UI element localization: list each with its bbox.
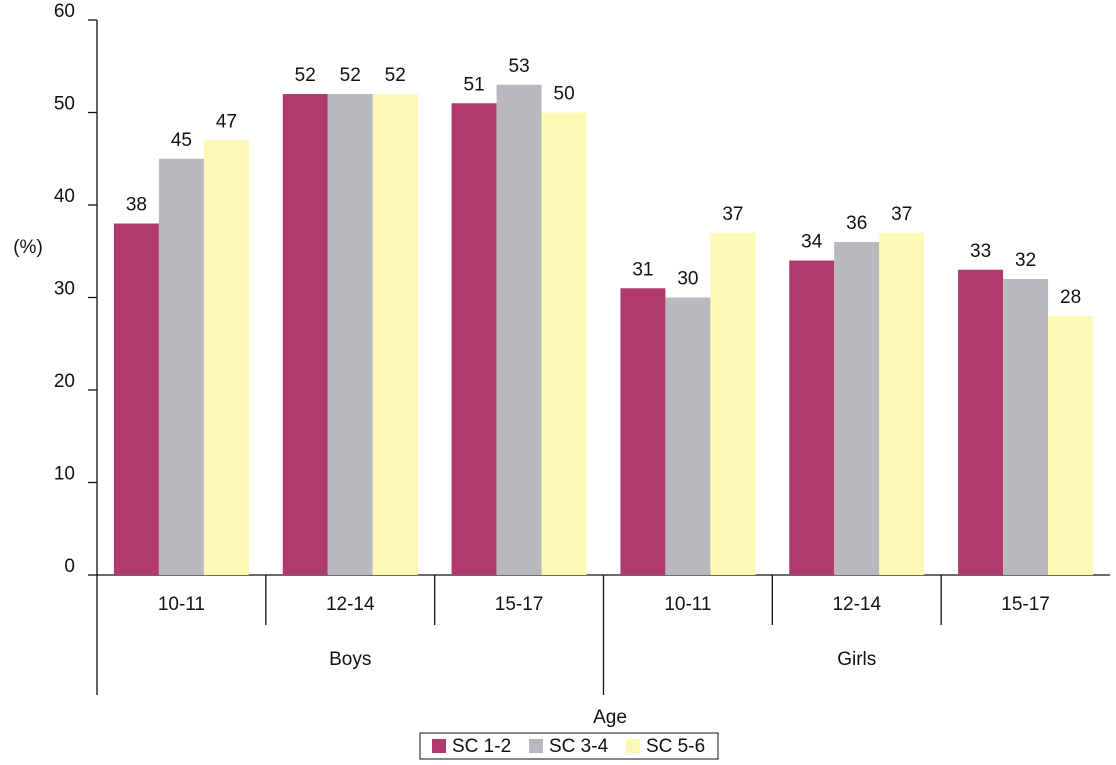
data-label: 47 bbox=[216, 111, 237, 132]
bar bbox=[113, 223, 159, 575]
group-label: Boys bbox=[329, 649, 371, 670]
legend-swatch bbox=[626, 739, 640, 753]
data-label: 38 bbox=[126, 195, 147, 216]
data-label: 37 bbox=[722, 204, 743, 225]
x-tick-label: 12-14 bbox=[832, 594, 881, 615]
y-tick-label: 50 bbox=[54, 94, 75, 115]
data-label: 50 bbox=[554, 84, 575, 105]
data-label: 31 bbox=[632, 259, 653, 280]
data-label: 32 bbox=[1015, 250, 1036, 271]
group-label: Girls bbox=[837, 649, 876, 670]
x-tick-label: 15-17 bbox=[495, 594, 544, 615]
bar bbox=[665, 297, 711, 575]
data-label: 52 bbox=[385, 65, 406, 86]
x-tick-label: 10-11 bbox=[158, 594, 205, 615]
bar bbox=[789, 260, 835, 575]
x-tick-label: 15-17 bbox=[1001, 594, 1050, 615]
bar bbox=[620, 288, 666, 575]
bar bbox=[203, 140, 249, 575]
bar bbox=[710, 232, 756, 575]
x-tick-label: 10-11 bbox=[664, 594, 711, 615]
y-axis-label: (%) bbox=[13, 237, 43, 258]
data-label: 45 bbox=[171, 130, 192, 151]
data-label: 37 bbox=[891, 204, 912, 225]
legend-label: SC 5-6 bbox=[646, 736, 705, 757]
y-tick-label: 0 bbox=[64, 556, 75, 577]
data-label: 52 bbox=[295, 65, 316, 86]
data-label: 34 bbox=[801, 232, 823, 253]
data-label: 51 bbox=[464, 74, 485, 95]
bar bbox=[372, 94, 418, 575]
data-label: 52 bbox=[340, 65, 361, 86]
bar bbox=[834, 242, 880, 575]
bar bbox=[158, 158, 204, 575]
bar bbox=[541, 112, 587, 575]
data-label: 53 bbox=[509, 56, 530, 77]
data-label: 30 bbox=[677, 269, 698, 290]
x-axis-label: Age bbox=[593, 707, 627, 728]
data-label: 36 bbox=[846, 213, 867, 234]
legend-swatch bbox=[432, 739, 446, 753]
x-tick-label: 12-14 bbox=[326, 594, 375, 615]
legend-label: SC 3-4 bbox=[549, 736, 609, 757]
bar bbox=[1003, 279, 1049, 575]
bar bbox=[282, 94, 328, 575]
y-tick-label: 40 bbox=[54, 186, 75, 207]
legend-label: SC 1-2 bbox=[452, 736, 511, 757]
legend-swatch bbox=[529, 739, 543, 753]
bar bbox=[958, 269, 1004, 575]
y-tick-label: 30 bbox=[54, 279, 75, 300]
bar bbox=[451, 103, 497, 575]
y-tick-label: 20 bbox=[54, 371, 75, 392]
y-tick-label: 10 bbox=[54, 464, 75, 485]
bar bbox=[327, 94, 373, 575]
bar bbox=[879, 232, 925, 575]
y-tick-label: 60 bbox=[54, 1, 75, 22]
bar bbox=[1048, 316, 1094, 575]
data-label: 33 bbox=[970, 241, 991, 262]
data-label: 28 bbox=[1060, 287, 1081, 308]
bar bbox=[496, 84, 542, 575]
legend-box bbox=[419, 732, 719, 760]
